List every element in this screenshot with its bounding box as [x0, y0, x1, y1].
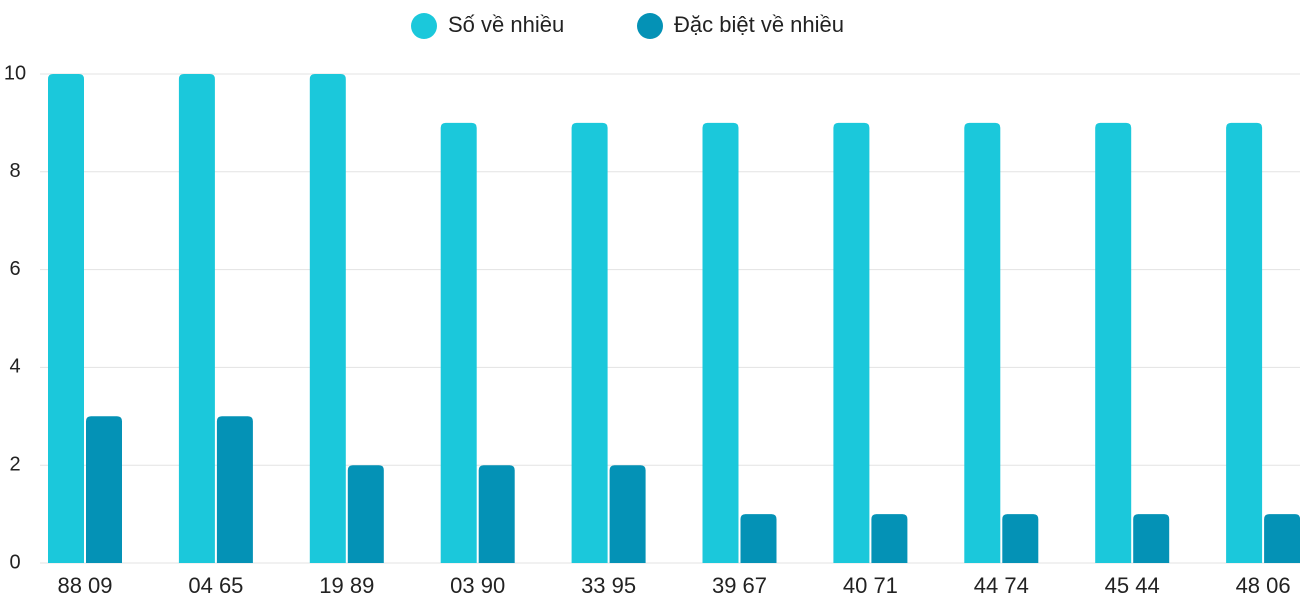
y-tick-label: 4 — [9, 356, 20, 378]
x-tick-label: 88 09 — [57, 573, 112, 598]
bar — [347, 465, 384, 563]
x-tick-label: 44 74 — [974, 573, 1029, 598]
x-tick-label: 39 67 — [712, 573, 767, 598]
bar — [1226, 122, 1263, 564]
bar — [571, 122, 608, 564]
bar — [1264, 514, 1300, 563]
bar — [609, 465, 646, 563]
x-tick-label: 03 90 — [450, 573, 505, 598]
bar — [178, 74, 215, 563]
x-tick-label: 33 95 — [581, 573, 636, 598]
x-tick-label: 45 44 — [1105, 573, 1160, 598]
bar — [1095, 122, 1132, 564]
bar — [740, 514, 777, 563]
legend-label: Đặc biệt về nhiều — [674, 12, 844, 37]
y-tick-label: 8 — [9, 160, 20, 182]
bar — [1002, 514, 1039, 563]
bar — [833, 122, 870, 564]
y-tick-label: 0 — [9, 551, 20, 573]
y-tick-label: 10 — [4, 62, 26, 84]
bar — [964, 122, 1001, 564]
bar — [871, 514, 908, 563]
y-tick-label: 6 — [9, 258, 20, 280]
bar — [48, 74, 84, 563]
x-tick-label: 48 06 — [1236, 573, 1291, 598]
x-tick-label: 40 71 — [843, 573, 898, 598]
y-tick-label: 2 — [9, 453, 20, 475]
bar — [440, 122, 477, 564]
bar — [478, 465, 515, 563]
bar — [86, 416, 122, 563]
legend-swatch — [411, 13, 437, 39]
legend-label: Số về nhiều — [448, 12, 564, 37]
x-tick-label: 04 65 — [188, 573, 243, 598]
x-tick-label: 19 89 — [319, 573, 374, 598]
bar — [1133, 514, 1170, 563]
bar — [216, 416, 253, 563]
bar — [702, 122, 739, 564]
bar — [309, 74, 346, 563]
legend-swatch — [637, 13, 663, 39]
